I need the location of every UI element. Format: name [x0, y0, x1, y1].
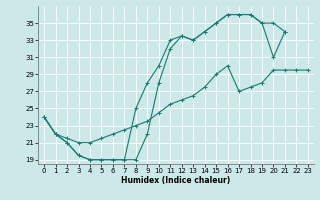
- X-axis label: Humidex (Indice chaleur): Humidex (Indice chaleur): [121, 176, 231, 185]
